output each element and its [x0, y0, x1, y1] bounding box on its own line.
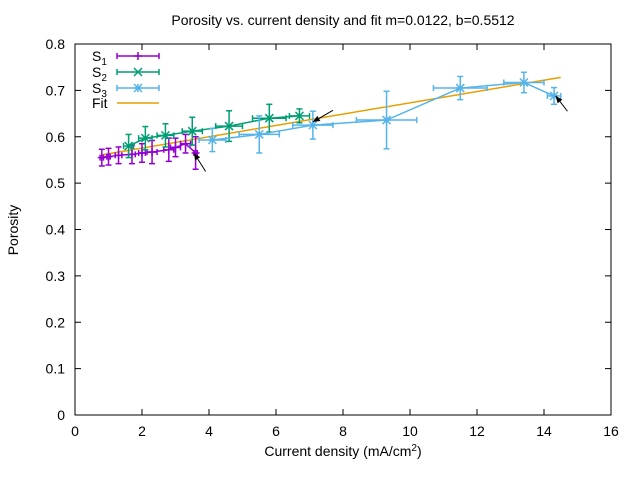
legend-marker-stroke	[133, 83, 143, 93]
legend-label-subscript: 1	[101, 57, 107, 68]
legend-marker	[134, 52, 142, 60]
y-axis-label: Porosity	[5, 205, 21, 256]
chart-title: Porosity vs. current density and fit m=0…	[171, 12, 514, 28]
legend-label-s2: S2	[92, 64, 107, 84]
x-tick-label: 14	[536, 423, 552, 439]
data-point	[264, 113, 274, 123]
data-point	[104, 152, 113, 161]
data-point	[114, 151, 123, 160]
data-point	[160, 130, 170, 140]
x-tick-label: 12	[469, 423, 485, 439]
data-point-stroke	[140, 133, 150, 143]
data-point	[97, 153, 106, 162]
data-point-stroke	[207, 135, 217, 145]
data-point	[519, 77, 529, 88]
legend-label-name: S	[92, 80, 101, 96]
y-axis: 0 0.1 0.2 0.3 0.4 0.5 0.6 0.7 0.8	[46, 36, 611, 423]
x-tick-label: 2	[138, 423, 146, 439]
y-tick-label: 0.5	[46, 175, 66, 191]
x-axis-label-tail: )	[417, 443, 422, 459]
data-point-stroke	[160, 130, 170, 140]
x-axis-label-main: Current density (mA/cm	[264, 443, 411, 459]
data-point	[382, 115, 392, 125]
data-point	[207, 135, 217, 145]
data-point	[140, 133, 150, 143]
data-point-stroke	[187, 126, 197, 136]
x-tick-label: 8	[339, 423, 347, 439]
data-point	[187, 126, 197, 136]
y-tick-label: 0	[57, 407, 65, 423]
y-tick-label: 0.3	[46, 268, 66, 284]
x-axis-label: Current density (mA/cm2)	[264, 443, 421, 459]
legend-label-s3: S3	[92, 80, 107, 100]
annotation-arrow	[312, 109, 334, 123]
y-tick-label: 0.4	[46, 222, 66, 238]
data-point	[224, 121, 234, 131]
data-point-stroke	[549, 91, 559, 101]
x-tick-label: 10	[402, 423, 418, 439]
annotation-layer	[193, 95, 568, 172]
x-axis: 0 2 4 6 8 10 12 14 16	[71, 44, 619, 439]
series-s2	[122, 103, 311, 159]
x-tick-label: 6	[272, 423, 280, 439]
annotation-arrow	[193, 152, 207, 172]
legend-label-fit: Fit	[92, 95, 108, 111]
series-s3	[198, 71, 562, 154]
y-tick-label: 0.2	[46, 314, 66, 330]
legend-marker	[133, 83, 143, 93]
data-point	[455, 83, 465, 93]
data-point	[138, 148, 146, 157]
fit-layer	[101, 76, 561, 156]
data-point-stroke	[308, 120, 318, 130]
data-point-stroke	[294, 111, 304, 121]
data-point-stroke	[124, 141, 134, 151]
data-point	[308, 120, 318, 130]
data-point-stroke	[224, 121, 234, 131]
data-point	[549, 91, 559, 101]
x-axis-label-superscript: 2	[411, 443, 417, 454]
data-point	[294, 111, 304, 121]
y-tick-label: 0.1	[46, 361, 66, 377]
plot-frame	[74, 43, 612, 416]
legend-label-name: S	[92, 64, 101, 80]
data-point-stroke	[455, 83, 465, 93]
data-point	[148, 148, 157, 157]
data-point-stroke	[382, 115, 392, 125]
data-point-stroke	[264, 113, 274, 123]
data-point	[164, 145, 173, 154]
data-point	[124, 141, 134, 151]
data-point-stroke	[519, 77, 529, 88]
data-point	[171, 143, 180, 152]
series-s1	[97, 133, 200, 170]
data-point-stroke	[254, 129, 264, 139]
y-tick-label: 0.8	[46, 36, 66, 52]
fit-line	[101, 76, 561, 156]
x-tick-label: 0	[71, 423, 79, 439]
legend-marker-stroke	[133, 67, 143, 77]
annotation-arrow	[555, 95, 568, 112]
y-tick-label: 0.7	[46, 82, 66, 98]
x-tick-label: 16	[603, 423, 619, 439]
legend-marker	[133, 67, 143, 77]
legend-label-s1: S1	[92, 48, 107, 68]
data-point	[181, 139, 190, 148]
legend-label-subscript: 2	[101, 73, 107, 84]
data-point	[254, 129, 264, 139]
y-tick-label: 0.6	[46, 129, 66, 145]
legend-label-subscript: 3	[101, 89, 107, 100]
x-tick-label: 4	[205, 423, 213, 439]
legend-label-name: S	[92, 48, 101, 64]
series-layer	[97, 71, 562, 170]
series-line	[212, 81, 555, 141]
